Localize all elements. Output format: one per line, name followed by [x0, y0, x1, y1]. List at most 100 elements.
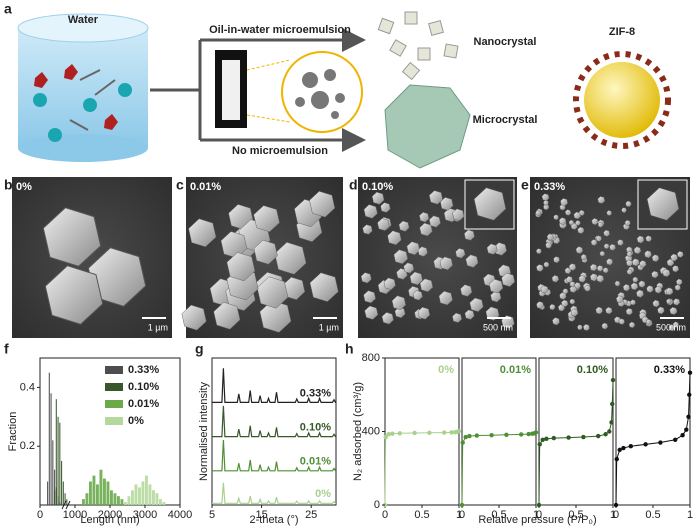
- particle: [393, 249, 408, 265]
- bar: [50, 393, 52, 505]
- panel-label: d: [349, 177, 358, 193]
- particle: [406, 241, 420, 256]
- x-tick-label: 0: [459, 509, 465, 521]
- particle: [541, 193, 550, 201]
- particle: [638, 280, 646, 288]
- particle: [651, 270, 659, 279]
- x-axis-label: Relative pressure (P/P₀): [478, 514, 596, 526]
- panel-label: b: [4, 177, 13, 193]
- x-tick-label: 1000: [63, 509, 87, 521]
- x-tick-label: 0: [382, 509, 388, 521]
- marker: [526, 431, 531, 437]
- particle: [574, 282, 581, 289]
- particle: [654, 285, 662, 294]
- product-bottom: Microcrystal: [473, 114, 538, 126]
- particle: [439, 256, 453, 271]
- loading-label: 0%: [16, 181, 32, 193]
- particle: [543, 261, 550, 268]
- particle: [618, 318, 625, 325]
- particle: [543, 204, 550, 211]
- particle: [371, 191, 385, 205]
- particle: [589, 263, 598, 272]
- particle: [452, 208, 465, 221]
- y-axis-label: N₂ adsorbed (cm³/g): [352, 382, 364, 481]
- marker: [519, 432, 524, 437]
- bar: [54, 490, 56, 505]
- water-top: [17, 13, 149, 43]
- particle: [440, 197, 454, 211]
- series-line: [384, 430, 460, 506]
- particle: [486, 243, 498, 255]
- particle: [417, 306, 431, 320]
- particle: [429, 190, 443, 205]
- particle: [543, 199, 549, 206]
- particle: [636, 235, 645, 244]
- panel-label: f: [4, 341, 9, 357]
- particle: [596, 265, 604, 272]
- series-label: 0%: [315, 488, 331, 500]
- series-line: [615, 372, 691, 506]
- marker: [489, 432, 494, 438]
- y-tick-label: 0.2: [20, 440, 35, 452]
- particle: [536, 248, 542, 255]
- particle: [560, 198, 568, 207]
- particle: [624, 219, 631, 226]
- particle: [645, 319, 652, 325]
- particle: [633, 246, 642, 255]
- particle: [561, 299, 569, 307]
- marker: [456, 428, 462, 434]
- particle: [562, 288, 569, 295]
- bar: [124, 502, 127, 505]
- marker: [566, 435, 571, 440]
- panel-a: a Water Oil-in-water microemulsion No mi…: [4, 1, 671, 169]
- loading-label: 0.01%: [190, 181, 221, 193]
- marker: [673, 437, 678, 442]
- marker: [383, 434, 388, 440]
- series-line: [538, 380, 614, 506]
- particle: [181, 304, 207, 331]
- marker: [386, 432, 391, 437]
- particle: [464, 229, 475, 241]
- x-tick-label: 25: [305, 509, 317, 521]
- y-tick-label: 0.4: [20, 381, 35, 393]
- particle: [677, 251, 684, 258]
- product-top: Nanocrystal: [474, 36, 537, 48]
- marker: [460, 440, 465, 445]
- particle: [403, 262, 415, 274]
- legend-label: 0%: [128, 415, 144, 427]
- x-tick-label: 0: [613, 509, 619, 521]
- particle: [452, 312, 462, 323]
- marker: [390, 431, 395, 436]
- particle: [438, 290, 453, 306]
- marker: [617, 447, 622, 453]
- particle: [398, 220, 410, 232]
- x-tick-label: 1: [687, 509, 693, 521]
- particle: [412, 290, 423, 301]
- particle: [626, 259, 633, 267]
- particle: [364, 305, 379, 320]
- x-tick-label: 1: [610, 509, 616, 521]
- particle: [553, 214, 559, 221]
- particle: [549, 303, 556, 311]
- particle: [558, 217, 567, 225]
- particle: [666, 298, 672, 305]
- inset-particle: [646, 186, 680, 222]
- particle: [584, 285, 591, 292]
- particle: [651, 254, 660, 262]
- marker: [613, 502, 619, 508]
- marker: [536, 502, 542, 508]
- water-bottom: [18, 134, 148, 162]
- particle: [553, 256, 560, 264]
- series-label: 0.01%: [300, 456, 331, 468]
- particle: [595, 306, 603, 315]
- particle: [363, 290, 376, 304]
- x-tick-label: 0: [536, 509, 542, 521]
- particle: [665, 287, 674, 296]
- bar: [85, 493, 89, 505]
- series-line: [212, 405, 337, 438]
- nanocubes: [377, 11, 459, 81]
- particle: [606, 210, 612, 216]
- marker: [621, 445, 626, 451]
- particle: [636, 289, 644, 298]
- water-label: Water: [68, 14, 99, 26]
